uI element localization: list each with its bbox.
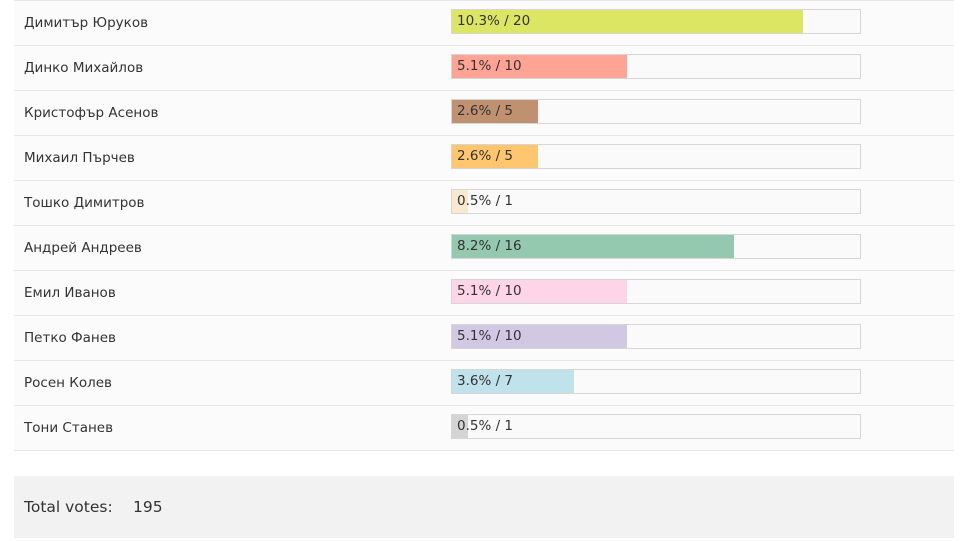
result-bar: 5.1% / 10: [451, 279, 861, 304]
poll-row: Петко Фанев 5.1% / 10: [14, 316, 954, 361]
result-bar: 2.6% / 5: [451, 99, 861, 124]
poll-results: Димитър Юруков 10.3% / 20 Динко Михайлов 5.…: [14, 0, 954, 538]
candidate-name: Тони Станев: [24, 420, 114, 436]
result-bar-fill: [452, 145, 538, 168]
result-bar-fill: [452, 280, 628, 303]
poll-row: Михаил Пърчев 2.6% / 5: [14, 136, 954, 181]
result-bar-fill: [452, 55, 628, 78]
result-bar: 2.6% / 5: [451, 144, 861, 169]
result-label: 2.6% / 5: [457, 148, 514, 164]
result-label: 0.5% / 1: [457, 193, 514, 209]
result-label: 5.1% / 10: [457, 328, 522, 344]
result-bar: 3.6% / 7: [451, 369, 861, 394]
candidate-name: Петко Фанев: [24, 330, 117, 346]
result-label: 10.3% / 20: [457, 13, 531, 29]
result-bar-fill: [452, 100, 538, 123]
total-votes-label: Total votes:: [24, 498, 113, 516]
result-label: 0.5% / 1: [457, 418, 514, 434]
candidate-name: Емил Иванов: [24, 285, 116, 301]
candidate-name: Андрей Андреев: [24, 240, 142, 256]
candidate-name: Михаил Пърчев: [24, 150, 135, 166]
result-bar: 5.1% / 10: [451, 324, 861, 349]
poll-row: Тошко Димитров 0.5% / 1: [14, 181, 954, 226]
candidate-name: Тошко Димитров: [24, 195, 145, 211]
result-bar: 8.2% / 16: [451, 234, 861, 259]
total-votes-panel: Total votes: 195: [14, 476, 954, 538]
poll-row: Андрей Андреев 8.2% / 16: [14, 226, 954, 271]
poll-row: Кристофър Асенов 2.6% / 5: [14, 91, 954, 136]
result-bar: 5.1% / 10: [451, 54, 861, 79]
candidate-name: Динко Михайлов: [24, 60, 144, 76]
poll-rows: Димитър Юруков 10.3% / 20 Динко Михайлов 5.…: [14, 0, 954, 451]
result-bar-fill: [452, 235, 734, 258]
result-bar-fill: [452, 325, 628, 348]
result-label: 8.2% / 16: [457, 238, 522, 254]
result-bar: 0.5% / 1: [451, 414, 861, 439]
result-bar-fill: [452, 190, 469, 213]
result-bar-fill: [452, 415, 469, 438]
result-label: 3.6% / 7: [457, 373, 514, 389]
poll-row: Емил Иванов 5.1% / 10: [14, 271, 954, 316]
result-bar-fill: [452, 10, 803, 33]
result-bar-fill: [452, 370, 575, 393]
poll-row: Димитър Юруков 10.3% / 20: [14, 1, 954, 46]
result-label: 5.1% / 10: [457, 58, 522, 74]
candidate-name: Кристофър Асенов: [24, 105, 159, 121]
total-votes-value: 195: [133, 498, 163, 516]
poll-row: Тони Станев 0.5% / 1: [14, 406, 954, 451]
candidate-name: Росен Колев: [24, 375, 112, 391]
result-label: 5.1% / 10: [457, 283, 522, 299]
result-label: 2.6% / 5: [457, 103, 514, 119]
result-bar: 10.3% / 20: [451, 9, 861, 34]
poll-row: Росен Колев 3.6% / 7: [14, 361, 954, 406]
candidate-name: Димитър Юруков: [24, 15, 149, 31]
result-bar: 0.5% / 1: [451, 189, 861, 214]
poll-row: Динко Михайлов 5.1% / 10: [14, 46, 954, 91]
